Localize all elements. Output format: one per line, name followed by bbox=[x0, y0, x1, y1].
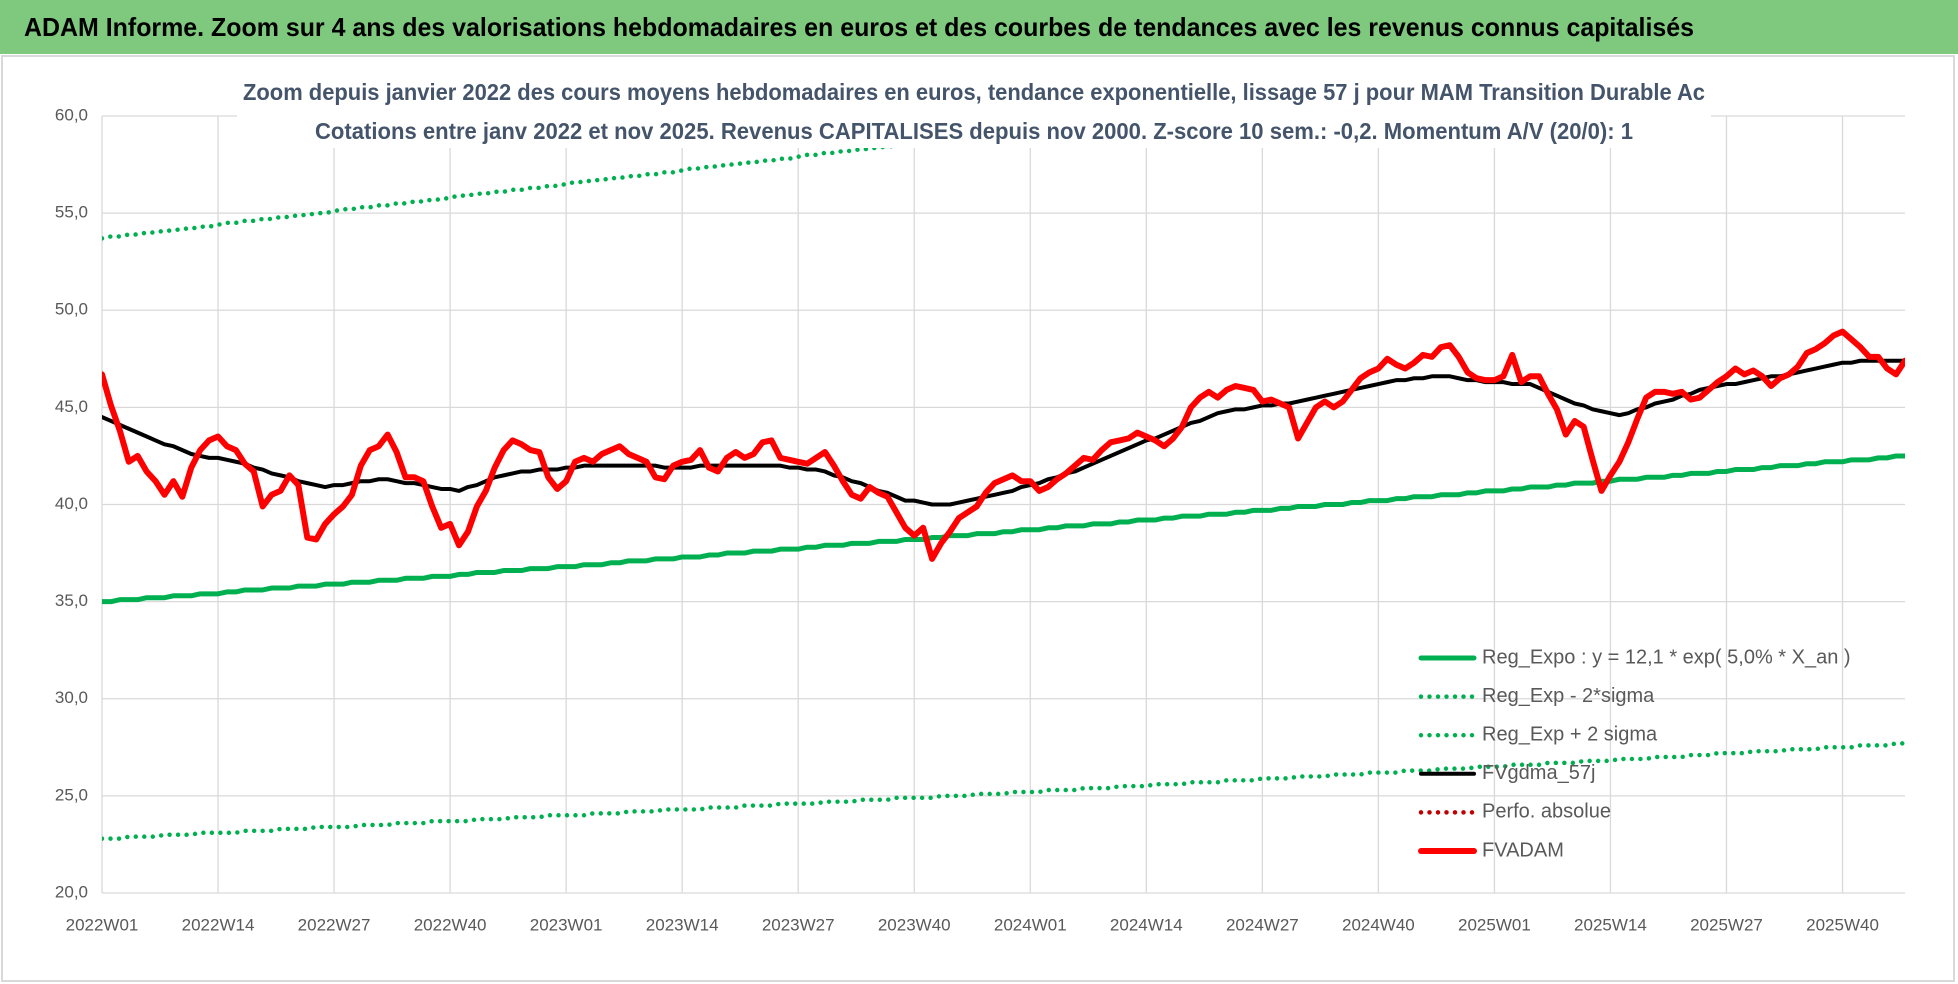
series-line bbox=[102, 358, 1905, 507]
plot-area bbox=[102, 116, 1905, 841]
chart-frame bbox=[1, 55, 1955, 982]
x-tick-label: 2025W01 bbox=[1458, 915, 1531, 934]
legend: Reg_Expo : y = 12,1 * exp( 5,0% * X_an )… bbox=[1418, 646, 1851, 861]
y-tick-label: 40,0 bbox=[55, 494, 88, 513]
x-tick-label: 2022W14 bbox=[182, 915, 255, 934]
legend-label: FVADAM bbox=[1482, 839, 1564, 861]
x-tick-label: 2022W01 bbox=[66, 915, 139, 934]
y-tick-label: 60,0 bbox=[55, 105, 88, 124]
y-tick-label: 55,0 bbox=[55, 203, 88, 222]
axes: 20,0 25,0 30,0 35,0 40,0 45,0 50,0 55,0 60,0 2022… bbox=[55, 105, 1879, 934]
x-tick-label: 2022W40 bbox=[414, 915, 487, 934]
legend-label: Perfo. absolue bbox=[1482, 801, 1611, 823]
legend-label: Reg_Expo : y = 12,1 * exp( 5,0% * X_an ) bbox=[1482, 646, 1851, 668]
y-tick-label: 25,0 bbox=[55, 785, 88, 804]
x-tick-label: 2024W01 bbox=[994, 915, 1067, 934]
y-tick-label: 35,0 bbox=[55, 591, 88, 610]
x-tick-label: 2025W40 bbox=[1806, 915, 1879, 934]
series-line bbox=[102, 116, 1157, 241]
grid bbox=[101, 115, 1905, 894]
x-tick-label: 2024W40 bbox=[1342, 915, 1415, 934]
x-tick-label: 2023W27 bbox=[762, 915, 835, 934]
series-line bbox=[102, 328, 1905, 562]
legend-label: Reg_Exp + 2 sigma bbox=[1482, 723, 1658, 745]
x-tick-label: 2025W27 bbox=[1690, 915, 1763, 934]
x-tick-label: 2022W27 bbox=[298, 915, 371, 934]
legend-label: Reg_Exp - 2*sigma bbox=[1482, 685, 1655, 707]
x-tick-label: 2023W14 bbox=[646, 915, 719, 934]
y-tick-label: 50,0 bbox=[55, 300, 88, 319]
legend-label: FVgdma_57j bbox=[1482, 762, 1595, 784]
header-title: ADAM Informe. Zoom sur 4 ans des valoris… bbox=[24, 12, 1694, 42]
series-line bbox=[102, 741, 1905, 841]
x-tick-label: 2025W14 bbox=[1574, 915, 1647, 934]
x-tick-label: 2024W27 bbox=[1226, 915, 1299, 934]
x-tick-label: 2023W01 bbox=[530, 915, 603, 934]
chart-title: Zoom depuis janvier 2022 des cours moyen… bbox=[243, 79, 1705, 105]
x-tick-label: 2023W40 bbox=[878, 915, 951, 934]
header-bar bbox=[0, 0, 1958, 54]
chart-subtitle: Cotations entre janv 2022 et nov 2025. R… bbox=[315, 118, 1633, 144]
title-backdrop bbox=[237, 74, 1711, 148]
y-tick-label: 45,0 bbox=[55, 397, 88, 416]
y-tick-label: 20,0 bbox=[55, 882, 88, 901]
x-tick-label: 2024W14 bbox=[1110, 915, 1183, 934]
y-tick-label: 30,0 bbox=[55, 688, 88, 707]
